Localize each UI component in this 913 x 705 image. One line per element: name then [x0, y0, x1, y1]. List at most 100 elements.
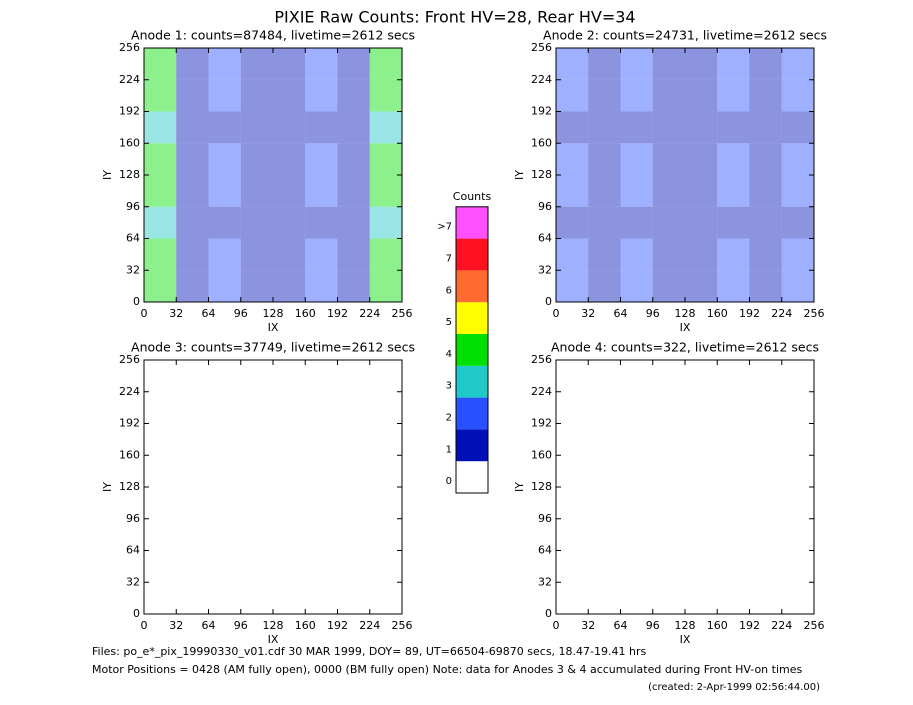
heat-cell [240, 175, 273, 207]
heat-cell [176, 143, 209, 175]
heat-cell [749, 238, 782, 271]
heat-cell [273, 175, 306, 207]
heat-cell [620, 238, 653, 271]
colorbar-label: 0 [446, 476, 452, 487]
heat-cell [652, 206, 685, 239]
heat-cell [273, 206, 306, 239]
x-tick-label: 224 [359, 307, 380, 320]
x-axis-label: IX [680, 321, 691, 334]
colorbar-label: >7 [437, 222, 452, 233]
heat-cell [305, 79, 338, 112]
panel-title: Anode 4: counts=322, livetime=2612 secs [551, 340, 819, 355]
colorbar-box [456, 334, 488, 366]
heat-cell [144, 270, 177, 302]
heat-cell [240, 238, 273, 271]
y-tick-label: 224 [531, 385, 552, 398]
heat-cell [556, 270, 589, 302]
y-tick-label: 128 [119, 168, 140, 181]
heat-cell [305, 175, 338, 207]
panel-title: Anode 2: counts=24731, livetime=2612 sec… [543, 28, 827, 43]
y-tick-label: 96 [126, 200, 140, 213]
x-tick-label: 256 [392, 307, 413, 320]
heat-cell [588, 270, 621, 302]
x-tick-label: 0 [141, 619, 148, 632]
footer-line: Motor Positions = 0428 (AM fully open), … [92, 663, 802, 676]
y-tick-label: 160 [119, 448, 140, 461]
heat-cell [652, 79, 685, 112]
heat-cell [588, 111, 621, 144]
heat-cell [144, 206, 177, 239]
heat-cell [749, 111, 782, 144]
x-tick-label: 256 [804, 307, 825, 320]
x-tick-label: 256 [392, 619, 413, 632]
heat-cell [781, 79, 814, 112]
y-tick-label: 224 [531, 73, 552, 86]
heat-cell [337, 111, 370, 144]
colorbar-label: 6 [446, 285, 452, 296]
colorbar-label: 1 [446, 444, 452, 455]
y-tick-label: 256 [119, 353, 140, 366]
x-tick-label: 96 [234, 619, 248, 632]
heat-cell [305, 238, 338, 271]
heat-cell [781, 270, 814, 302]
heat-cell [781, 238, 814, 271]
heat-cell [208, 143, 241, 175]
y-tick-label: 0 [545, 607, 552, 620]
y-tick-label: 128 [531, 168, 552, 181]
heat-cell [144, 175, 177, 207]
heat-cell [337, 238, 370, 271]
x-tick-label: 192 [327, 619, 348, 632]
x-tick-label: 192 [739, 619, 760, 632]
y-tick-label: 32 [126, 263, 140, 276]
y-tick-label: 224 [119, 73, 140, 86]
heat-cell [620, 111, 653, 144]
x-tick-label: 128 [675, 619, 696, 632]
y-tick-label: 256 [531, 41, 552, 54]
heat-cell [369, 143, 402, 175]
y-tick-label: 64 [538, 232, 552, 245]
colorbar-box [456, 270, 488, 303]
heat-cell [144, 79, 177, 112]
heat-cell [144, 143, 177, 175]
x-tick-label: 32 [581, 307, 595, 320]
heat-cell [717, 238, 750, 271]
heat-cell [305, 206, 338, 239]
heat-cell [685, 48, 718, 80]
x-tick-label: 192 [739, 307, 760, 320]
heat-cell [717, 79, 750, 112]
heat-cell [176, 238, 209, 271]
heat-cell [685, 111, 718, 144]
heat-cell [273, 111, 306, 144]
heat-cell [240, 48, 273, 80]
heat-cell [240, 111, 273, 144]
heat-cell [717, 206, 750, 239]
heat-cell [588, 48, 621, 80]
y-tick-label: 128 [119, 480, 140, 493]
x-axis-label: IX [268, 633, 279, 646]
x-tick-label: 0 [141, 307, 148, 320]
y-tick-label: 160 [531, 448, 552, 461]
x-tick-label: 64 [614, 307, 628, 320]
heat-cell [556, 206, 589, 239]
heat-cell [749, 79, 782, 112]
heat-cell [556, 111, 589, 144]
heat-cell [588, 79, 621, 112]
heat-cell [620, 143, 653, 175]
heat-cell [781, 175, 814, 207]
heat-cell [337, 270, 370, 302]
y-tick-label: 192 [531, 105, 552, 118]
heat-cell [273, 143, 306, 175]
x-tick-label: 96 [646, 619, 660, 632]
x-tick-label: 128 [263, 619, 284, 632]
heat-cell [305, 143, 338, 175]
heat-cell [781, 48, 814, 80]
heat-cell [273, 270, 306, 302]
heat-cell [176, 270, 209, 302]
y-tick-label: 32 [538, 575, 552, 588]
heat-cell [652, 48, 685, 80]
heat-cell [556, 175, 589, 207]
heat-cell [305, 270, 338, 302]
heat-cell [208, 48, 241, 80]
heat-cell [717, 175, 750, 207]
